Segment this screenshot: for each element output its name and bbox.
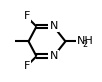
Text: N: N bbox=[49, 51, 58, 61]
Text: F: F bbox=[24, 11, 30, 21]
Text: N: N bbox=[49, 21, 58, 31]
Text: F: F bbox=[24, 61, 30, 71]
Text: NH: NH bbox=[77, 36, 94, 46]
Text: 2: 2 bbox=[82, 40, 87, 49]
